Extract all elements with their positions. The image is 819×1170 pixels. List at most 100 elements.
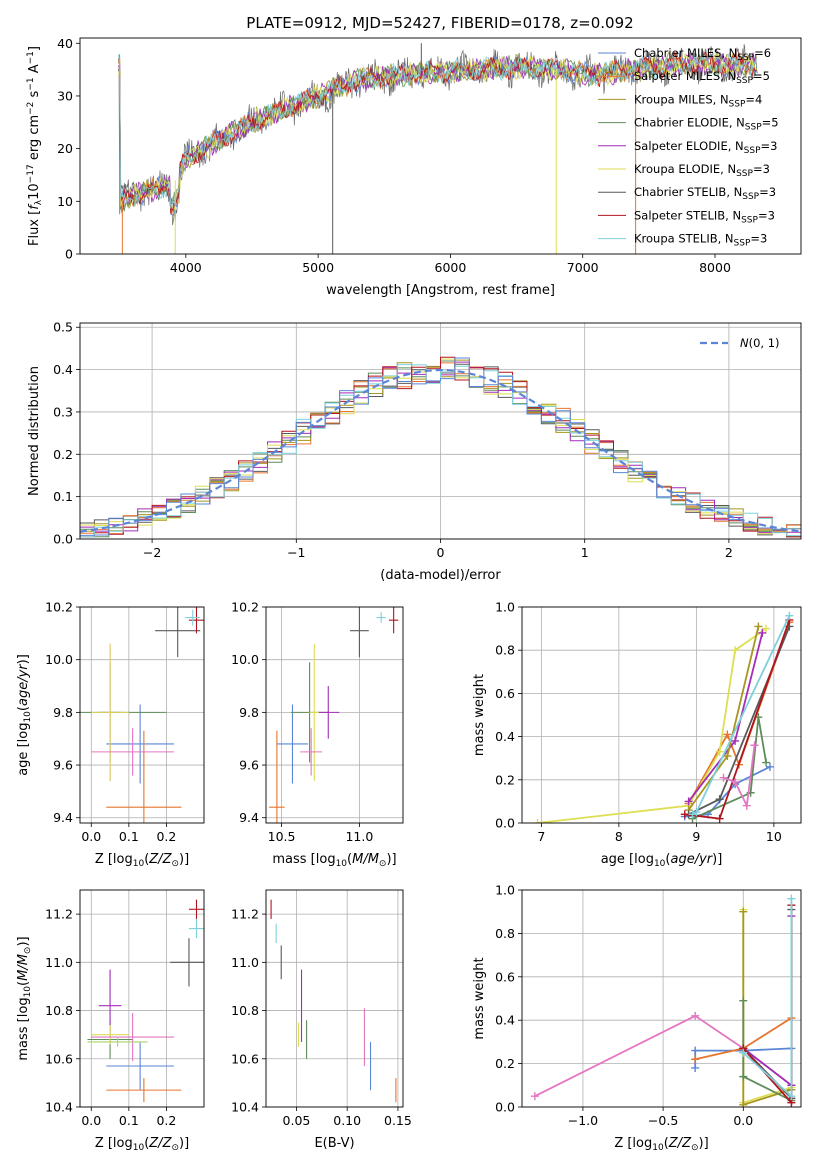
x-axis-label: Z [log10(Z/Z⊙)] <box>95 1136 189 1153</box>
y-tick-label: 0.3 <box>53 404 73 419</box>
x-tick-label: −0.5 <box>648 1113 678 1128</box>
axes-frame <box>521 889 802 1108</box>
y-axis-label: Flux [fλ10−17 erg cm−2 s−1 A−1] <box>26 46 44 246</box>
x-tick-label: 7000 <box>567 260 599 275</box>
x-axis-label: age [log10(age/yr)] <box>601 852 723 869</box>
x-tick-label: 4000 <box>170 260 202 275</box>
x-tick-label: 0.1 <box>119 1113 139 1128</box>
y-tick-label: 0.0 <box>495 1100 515 1115</box>
figure-title: PLATE=0912, MJD=52427, FIBERID=0178, z=0… <box>246 14 633 32</box>
mass-weight-vs-age-panel: 7 8 9 10 0.0 0.2 0.4 0.6 0.8 1.0 age [log10(age/yr… <box>472 600 802 869</box>
x-tick-label: 6000 <box>435 260 467 275</box>
y-tick-label: 0.4 <box>53 362 73 377</box>
plus-marker <box>715 795 724 804</box>
y-tick-label: 10.8 <box>231 1003 259 1018</box>
plus-marker <box>754 622 763 631</box>
x-axis-label: E(B-V) <box>314 1136 354 1151</box>
axes-frame <box>521 606 802 824</box>
age-vs-mass-panel: 10.5 11.0 9.4 9.6 9.8 10.0 10.2 mass [log10(M/M… <box>231 600 404 869</box>
x-tick-label: 0.05 <box>283 1113 311 1128</box>
legend-label: Kroupa ELODIE, NSSP=3 <box>634 162 770 179</box>
normal-reference-curve <box>80 368 801 533</box>
plus-marker <box>739 1100 748 1107</box>
spectrum-line <box>117 52 757 213</box>
mass-weight-line <box>723 745 756 809</box>
x-tick-label: 0.10 <box>333 1113 361 1128</box>
ticks: −1.0 −0.5 0.0 0.0 0.2 0.4 0.6 0.8 1.0 <box>495 883 753 1129</box>
y-tick-label: 9.4 <box>53 810 73 825</box>
legend-label: Chabrier MILES, NSSP=6 <box>634 46 771 63</box>
mass-vs-extinction-panel: 0.05 0.10 0.15 10.4 10.6 10.8 11.0 11.2 E(B-V) <box>231 889 412 1151</box>
ticks: −2 −1 0 1 2 0.0 0.1 0.2 0.3 0.4 0.5 <box>53 320 733 560</box>
spectrum-line <box>117 51 757 210</box>
y-axis-label: mass weight <box>472 957 487 1039</box>
x-tick-label: 10.5 <box>268 829 296 844</box>
plus-marker <box>739 907 748 916</box>
y-tick-label: 0.2 <box>53 447 73 462</box>
x-tick-label: 2 <box>725 545 733 560</box>
y-tick-label: 0.8 <box>495 926 515 941</box>
y-tick-label: 10.4 <box>231 1100 259 1115</box>
plus-marker <box>731 736 740 745</box>
grid-lines <box>80 890 204 1108</box>
y-tick-label: 10.8 <box>45 1003 73 1018</box>
plus-marker <box>715 747 724 756</box>
x-tick-label: 0.2 <box>156 829 176 844</box>
legend-label: Chabrier STELIB, NSSP=3 <box>634 185 776 202</box>
y-tick-label: 0 <box>65 247 73 262</box>
y-tick-label: 10 <box>57 194 73 209</box>
grid-lines <box>522 606 801 824</box>
y-axis-label: mass [log10(M/M⊙)] <box>16 936 33 1060</box>
grid-lines <box>266 890 403 1108</box>
legend: N(0, 1) <box>700 336 780 350</box>
plus-marker <box>762 758 771 767</box>
plus-marker <box>739 996 748 1005</box>
y-tick-label: 30 <box>57 88 73 103</box>
plus-marker <box>762 624 771 633</box>
axes-frame <box>265 889 404 1108</box>
plus-marker <box>715 814 724 823</box>
y-tick-label: 0.6 <box>495 969 515 984</box>
age-vs-metallicity-panel: 0.0 0.1 0.2 9.4 9.6 9.8 10.0 10.2 Z [log10(Z/Z⊙)… <box>16 600 205 869</box>
plus-marker <box>731 646 740 655</box>
histogram-series <box>80 364 801 538</box>
y-axis-label: mass weight <box>472 674 487 756</box>
y-tick-label: 20 <box>57 141 73 156</box>
spectrum-line <box>118 51 757 214</box>
plus-marker <box>691 1011 700 1020</box>
y-tick-label: 0.2 <box>495 772 515 787</box>
mass-weight-line <box>687 626 760 811</box>
plus-marker <box>787 894 796 903</box>
spectrum-line <box>117 52 757 209</box>
y-axis-label: Normed distribution <box>27 366 42 496</box>
axes-frame <box>79 322 802 540</box>
y-tick-label: 0.4 <box>495 729 515 744</box>
y-tick-label: 0.0 <box>495 816 515 831</box>
y-tick-label: 10.4 <box>45 1100 73 1115</box>
x-tick-label: −2 <box>143 545 161 560</box>
y-tick-label: 10.0 <box>45 652 73 667</box>
plus-marker <box>719 773 728 782</box>
plus-marker <box>787 1092 796 1101</box>
ticks: 0.0 0.1 0.2 9.4 9.6 9.8 10.0 10.2 <box>45 600 176 845</box>
x-tick-label: 9 <box>692 829 700 844</box>
plus-marker <box>739 1048 748 1057</box>
plus-marker <box>691 1055 700 1064</box>
plot-area <box>270 899 397 1103</box>
legend-label: Salpeter STELIB, NSSP=3 <box>634 208 775 225</box>
x-tick-label: 0.15 <box>384 1113 412 1128</box>
x-tick-label: 7 <box>537 829 545 844</box>
plus-marker <box>742 801 751 810</box>
legend-label: N(0, 1) <box>740 336 780 350</box>
y-tick-label: 1.0 <box>495 883 515 898</box>
y-tick-label: 0.8 <box>495 643 515 658</box>
grid-lines <box>522 889 801 1108</box>
legend-label: Salpeter MILES, NSSP=5 <box>634 69 770 86</box>
x-tick-label: 11.0 <box>345 829 373 844</box>
legend-label: Salpeter ELODIE, NSSP=3 <box>634 139 777 156</box>
ticks: 4000 5000 6000 7000 8000 0 10 20 30 40 <box>57 36 731 275</box>
plus-marker <box>691 1063 700 1072</box>
y-tick-label: 10.2 <box>45 600 73 615</box>
y-tick-label: 10.6 <box>45 1051 73 1066</box>
plus-marker <box>723 730 732 739</box>
